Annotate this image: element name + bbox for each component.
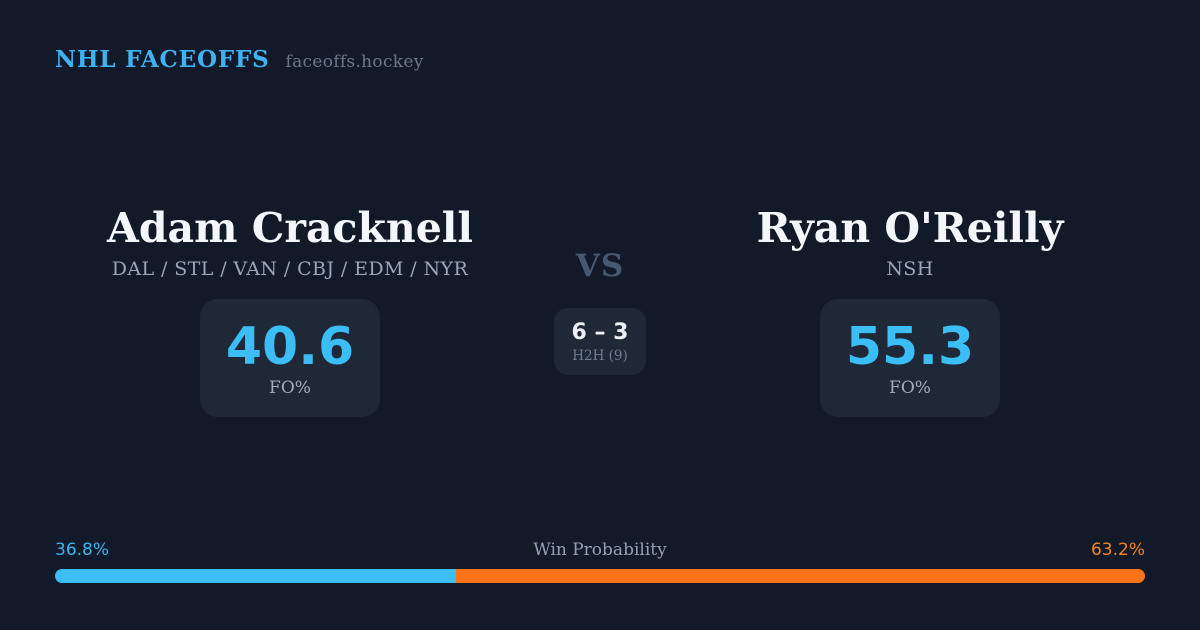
header: NHL FACEOFFS faceoffs.hockey xyxy=(55,46,424,73)
win-probability-labels: 36.8% Win Probability 63.2% xyxy=(55,540,1145,560)
win-probability-right-pct: 63.2% xyxy=(1090,540,1145,560)
win-probability-section: 36.8% Win Probability 63.2% xyxy=(55,540,1145,583)
matchup-section: Adam Cracknell DAL / STL / VAN / CBJ / E… xyxy=(60,203,1140,417)
player-right-teams: NSH xyxy=(886,258,934,280)
player-left-teams: DAL / STL / VAN / CBJ / EDM / NYR xyxy=(111,258,469,280)
vs-label: VS xyxy=(575,248,625,284)
player-left: Adam Cracknell DAL / STL / VAN / CBJ / E… xyxy=(60,203,520,417)
win-probability-bar-left-segment xyxy=(55,569,457,583)
h2h-label: H2H (9) xyxy=(572,347,628,364)
h2h-score: 6 – 3 xyxy=(571,319,629,345)
player-left-fo-card: 40.6 FO% xyxy=(200,299,380,417)
player-left-fo-label: FO% xyxy=(269,377,311,398)
h2h-card: 6 – 3 H2H (9) xyxy=(554,308,646,375)
player-right-fo-label: FO% xyxy=(889,377,931,398)
player-left-fo-value: 40.6 xyxy=(225,316,355,377)
versus-block: VS 6 – 3 H2H (9) xyxy=(520,203,680,375)
win-probability-left-pct: 36.8% xyxy=(55,540,110,560)
player-right: Ryan O'Reilly NSH 55.3 FO% xyxy=(680,203,1140,417)
site-url: faceoffs.hockey xyxy=(285,52,424,72)
player-right-fo-card: 55.3 FO% xyxy=(820,299,1000,417)
win-probability-bar xyxy=(55,569,1145,583)
player-right-name: Ryan O'Reilly xyxy=(756,204,1064,252)
win-probability-bar-right-segment xyxy=(456,569,1145,583)
player-left-name: Adam Cracknell xyxy=(107,204,473,252)
win-probability-title: Win Probability xyxy=(533,540,667,560)
player-right-fo-value: 55.3 xyxy=(845,316,975,377)
brand-logo[interactable]: NHL FACEOFFS xyxy=(55,46,270,73)
